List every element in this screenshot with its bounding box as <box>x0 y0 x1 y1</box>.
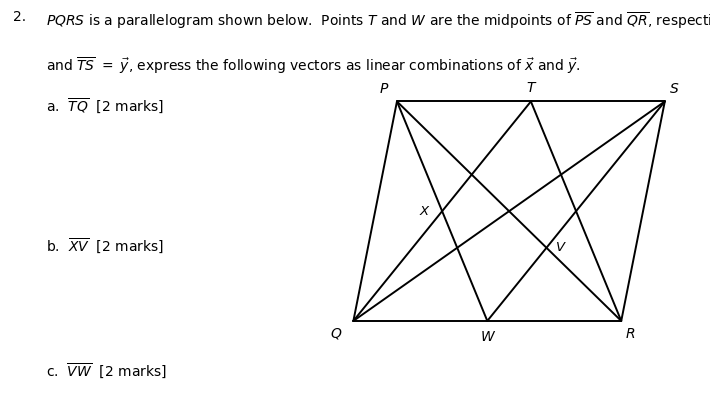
Text: R: R <box>626 327 635 341</box>
Text: a.  $\overline{TQ}$  [2 marks]: a. $\overline{TQ}$ [2 marks] <box>46 96 164 115</box>
Text: P: P <box>380 82 388 96</box>
Text: T: T <box>527 81 535 95</box>
Text: V: V <box>557 241 566 254</box>
Text: 2.: 2. <box>13 10 26 24</box>
Text: Q: Q <box>330 327 341 341</box>
Text: b.  $\overline{XV}$  [2 marks]: b. $\overline{XV}$ [2 marks] <box>46 236 164 255</box>
Text: and $\overline{TS}\ =\ \vec{y}$, express the following vectors as linear combina: and $\overline{TS}\ =\ \vec{y}$, express… <box>46 55 581 76</box>
Text: W: W <box>481 329 494 344</box>
Text: $\mathit{PQRS}$ is a parallelogram shown below.  Points $\mathit{T}$ and $\mathi: $\mathit{PQRS}$ is a parallelogram shown… <box>46 10 710 31</box>
Text: c.  $\overline{VW}$  [2 marks]: c. $\overline{VW}$ [2 marks] <box>46 362 167 380</box>
Text: X: X <box>420 205 429 218</box>
Text: S: S <box>670 82 679 96</box>
